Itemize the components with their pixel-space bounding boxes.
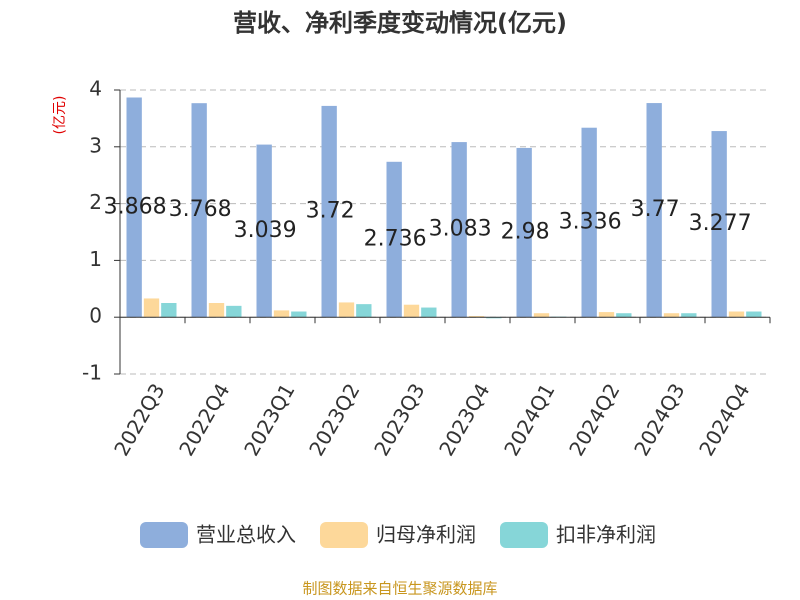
- y-tick-label: 2: [89, 190, 102, 214]
- bar: [486, 317, 502, 319]
- bar: [403, 304, 420, 318]
- bar: [616, 313, 632, 318]
- y-tick-label: -1: [82, 361, 102, 385]
- x-tick-label: 2023Q1: [239, 379, 299, 460]
- data-label: 3.768: [169, 197, 232, 222]
- bar: [451, 142, 467, 318]
- bar: [291, 311, 307, 318]
- bar: [468, 316, 485, 318]
- legend-label: 扣非净利润: [556, 523, 656, 547]
- data-label: 3.277: [689, 211, 752, 236]
- x-tick-label: 2023Q2: [304, 379, 364, 460]
- x-tick-label: 2024Q3: [629, 379, 689, 460]
- x-tick-label: 2023Q4: [434, 379, 494, 460]
- bar: [533, 313, 550, 318]
- bar: [161, 303, 177, 318]
- bar: [711, 131, 727, 318]
- bar: [681, 313, 697, 318]
- x-tick-label: 2024Q2: [564, 379, 624, 460]
- y-tick-label: 4: [89, 77, 102, 101]
- data-label: 2.736: [364, 226, 427, 251]
- bar: [646, 103, 662, 318]
- legend-label: 归母净利润: [376, 523, 476, 547]
- x-tick-label: 2024Q1: [499, 379, 559, 460]
- y-tick-label: 0: [89, 304, 102, 328]
- bar: [338, 302, 355, 318]
- data-label: 3.72: [306, 199, 355, 224]
- bar: [226, 305, 242, 318]
- y-tick-label: 3: [89, 133, 102, 157]
- bar: [598, 312, 615, 318]
- legend-swatch: [320, 522, 368, 548]
- bar: [663, 313, 680, 318]
- data-label: 3.336: [559, 209, 622, 234]
- bar: [256, 144, 272, 318]
- bar: [273, 310, 290, 318]
- y-tick-label: 1: [89, 247, 102, 271]
- bar: [208, 303, 225, 318]
- data-label: 2.98: [501, 220, 550, 245]
- bar: [516, 147, 532, 318]
- bar: [728, 311, 745, 318]
- x-tick-label: 2022Q3: [109, 379, 169, 460]
- bar: [421, 307, 437, 318]
- data-label: 3.77: [631, 197, 680, 222]
- bar: [321, 105, 337, 318]
- x-tick-label: 2024Q4: [694, 379, 754, 460]
- legend-swatch: [500, 522, 548, 548]
- data-label: 3.868: [104, 194, 167, 219]
- source-note: 制图数据来自恒生聚源数据库: [302, 580, 497, 598]
- bar: [191, 103, 207, 318]
- data-label: 3.039: [234, 218, 297, 243]
- bar: [143, 298, 160, 318]
- bar: [356, 304, 372, 318]
- x-tick-label: 2022Q4: [174, 379, 234, 460]
- x-tick-label: 2023Q3: [369, 379, 429, 460]
- legend-label: 营业总收入: [196, 523, 296, 547]
- bar: [581, 127, 597, 318]
- bar: [746, 311, 762, 318]
- bar: [386, 161, 402, 318]
- y-axis-label: (亿元): [52, 96, 68, 135]
- data-label: 3.083: [429, 217, 492, 242]
- chart-title: 营收、净利季度变动情况(亿元): [233, 9, 567, 37]
- legend-swatch: [140, 522, 188, 548]
- bar: [126, 97, 142, 318]
